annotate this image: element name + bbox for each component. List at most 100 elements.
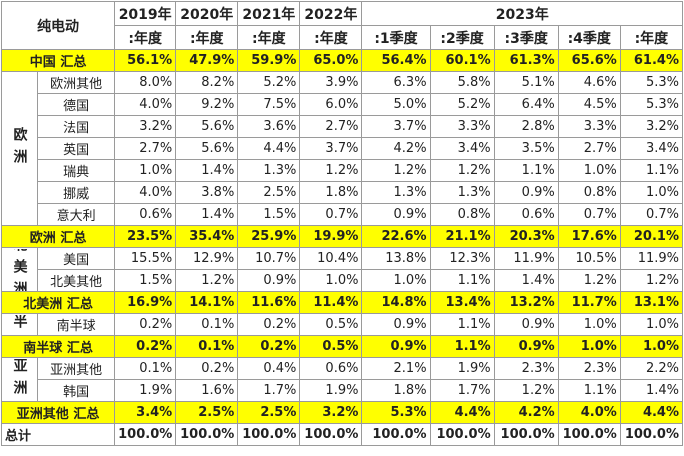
value-cell: 5.1% [493, 71, 559, 94]
value-cell: 13.1% [619, 291, 684, 314]
value-cell: 4.6% [557, 71, 621, 94]
data-row: 韩国 1.9% 1.6% 1.7% 1.9% 1.8% 1.7% 1.2% 1.1% 1.4% [2, 379, 684, 402]
value-cell: 2.5% [175, 401, 239, 424]
period-header: :3季度 [493, 25, 559, 50]
year-header: 2021年 [237, 1, 301, 26]
data-row: 北美其他 1.5% 1.2% 0.9% 1.0% 1.0% 1.1% 1.4% 1.2% 1.2% [2, 269, 684, 292]
value-cell: 7.5% [237, 93, 301, 116]
value-cell: 19.9% [299, 225, 363, 248]
total-row: 南半球 汇总 0.2% 0.1% 0.2% 0.5% 0.9% 1.1% 0.9% 1.0% 1.… [0, 335, 684, 358]
region-cell: 亚洲 [0, 357, 39, 402]
value-cell: 3.7% [361, 115, 431, 138]
value-cell: 1.1% [429, 335, 495, 358]
value-cell: 4.0% [557, 401, 621, 424]
value-cell: 1.3% [237, 159, 301, 182]
value-cell: 11.6% [237, 291, 301, 314]
total-row: 北美洲 汇总 16.9% 14.1% 11.6% 11.4% 14.8% 13.4% 13.2… [0, 291, 684, 314]
value-cell: 5.3% [361, 401, 431, 424]
value-cell: 1.8% [299, 181, 363, 204]
value-cell: 0.7% [299, 203, 363, 226]
year-header: 2022年 [299, 1, 363, 26]
region-cell: 欧洲 [0, 71, 39, 226]
value-cell: 20.1% [619, 225, 684, 248]
value-cell: 3.3% [557, 115, 621, 138]
year-header: 2020年 [175, 1, 239, 26]
value-cell: 12.9% [175, 247, 239, 270]
value-cell: 100.0% [429, 423, 495, 446]
value-cell: 100.0% [175, 423, 239, 446]
value-cell: 0.9% [361, 335, 431, 358]
value-cell: 1.2% [429, 159, 495, 182]
total-label: 中国 汇总 [0, 49, 116, 72]
value-cell: 1.1% [557, 379, 621, 402]
value-cell: 5.3% [619, 93, 684, 116]
value-cell: 0.2% [237, 313, 301, 336]
value-cell: 11.7% [557, 291, 621, 314]
value-cell: 2.3% [493, 357, 559, 380]
value-cell: 0.6% [493, 203, 559, 226]
value-cell: 2.5% [237, 401, 301, 424]
value-cell: 0.5% [299, 335, 363, 358]
value-cell: 1.1% [619, 159, 684, 182]
value-cell: 10.7% [237, 247, 301, 270]
value-cell: 1.8% [361, 379, 431, 402]
period-header: :年度 [114, 25, 177, 50]
value-cell: 2.2% [619, 357, 684, 380]
value-cell: 65.6% [557, 49, 621, 72]
value-cell: 1.0% [619, 313, 684, 336]
value-cell: 1.2% [175, 269, 239, 292]
value-cell: 1.0% [557, 313, 621, 336]
value-cell: 59.9% [237, 49, 301, 72]
region-label: 南半球 [10, 315, 30, 335]
header-row: 纯电动 2019年 2020年 2021年 2022年 2023年 [0, 1, 683, 50]
value-cell: 0.9% [493, 181, 559, 204]
value-cell: 4.4% [429, 401, 495, 424]
period-header: :2季度 [429, 25, 495, 50]
value-cell: 0.6% [114, 203, 177, 226]
value-cell: 1.3% [361, 181, 431, 204]
total-row: 亚洲其他 汇总 3.4% 2.5% 2.5% 3.2% 5.3% 4.4% 4.2% 4.0% 4… [0, 401, 684, 424]
value-cell: 47.9% [175, 49, 239, 72]
value-cell: 2.3% [557, 357, 621, 380]
total-row: 中国 汇总 56.1% 47.9% 59.9% 65.0% 56.4% 60.1% 61.3%… [0, 49, 684, 72]
value-cell: 1.9% [429, 357, 495, 380]
value-cell: 1.0% [361, 269, 431, 292]
value-cell: 0.1% [175, 335, 239, 358]
value-cell: 0.6% [299, 357, 363, 380]
value-cell: 1.3% [429, 181, 495, 204]
row-name: 法国 [37, 115, 116, 138]
value-cell: 2.7% [114, 137, 177, 160]
value-cell: 20.3% [493, 225, 559, 248]
value-cell: 1.9% [299, 379, 363, 402]
row-name: 北美其他 [37, 269, 116, 292]
value-cell: 5.2% [429, 93, 495, 116]
value-cell: 1.0% [619, 335, 684, 358]
value-cell: 23.5% [114, 225, 177, 248]
value-cell: 14.8% [361, 291, 431, 314]
value-cell: 56.1% [114, 49, 177, 72]
value-cell: 4.0% [114, 181, 177, 204]
period-header: :年度 [619, 25, 684, 50]
value-cell: 1.2% [619, 269, 684, 292]
period-header: :年度 [299, 25, 363, 50]
row-name: 瑞典 [37, 159, 116, 182]
value-cell: 15.5% [114, 247, 177, 270]
value-cell: 5.0% [361, 93, 431, 116]
value-cell: 1.4% [175, 203, 239, 226]
value-cell: 10.4% [299, 247, 363, 270]
header-title: 纯电动 [0, 1, 116, 50]
value-cell: 10.5% [557, 247, 621, 270]
value-cell: 1.0% [299, 269, 363, 292]
region-label: 欧洲 [11, 126, 28, 171]
data-row: 法国 3.2% 5.6% 3.6% 2.7% 3.7% 3.3% 2.8% 3.3% 3.2% [2, 115, 684, 138]
value-cell: 61.4% [619, 49, 684, 72]
value-cell: 5.6% [175, 137, 239, 160]
value-cell: 12.3% [429, 247, 495, 270]
value-cell: 65.0% [299, 49, 363, 72]
value-cell: 1.7% [429, 379, 495, 402]
value-cell: 4.4% [619, 401, 684, 424]
value-cell: 5.2% [237, 71, 301, 94]
value-cell: 8.0% [114, 71, 177, 94]
value-cell: 0.4% [237, 357, 301, 380]
